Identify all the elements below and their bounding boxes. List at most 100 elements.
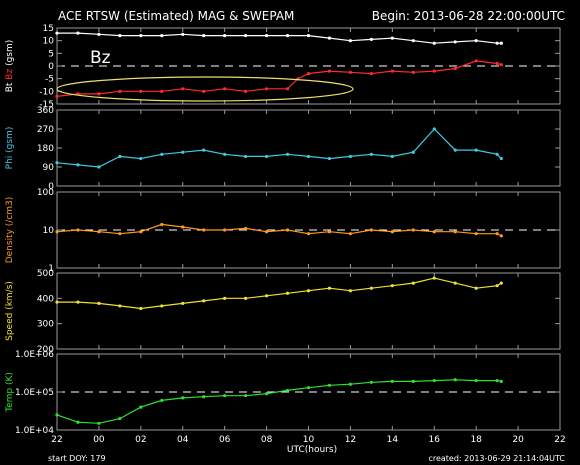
temp-temp-point xyxy=(97,421,101,425)
phi-phi-point xyxy=(55,161,59,165)
speed-speed-point xyxy=(499,281,503,285)
phi-phi-point xyxy=(411,150,415,154)
temp-temp-point xyxy=(160,398,164,403)
density-density-point xyxy=(55,230,59,234)
density-density-point xyxy=(97,230,101,234)
temp-temp-point xyxy=(55,413,59,417)
speed-speed-point xyxy=(306,289,311,293)
temp-temp-point xyxy=(264,392,269,396)
mag-bt-point xyxy=(139,34,143,38)
mag-bt-point xyxy=(97,32,101,36)
speed-ytick-label: 500 xyxy=(37,269,54,279)
x-tick-label: 06 xyxy=(219,435,231,445)
phi-ylabel-part: Phi (gsm) xyxy=(5,127,15,170)
mag-bz-point xyxy=(97,92,101,96)
mag-bt-point xyxy=(264,34,269,38)
phi-phi-point xyxy=(76,163,80,167)
temp-temp-point xyxy=(202,395,206,399)
phi-ylabel: Phi (gsm) xyxy=(5,127,15,170)
density-density-point xyxy=(118,232,122,236)
phi-phi-point xyxy=(327,156,332,161)
mag-bz-point xyxy=(348,70,353,74)
mag-bz-point xyxy=(474,59,478,63)
speed-speed-point xyxy=(495,284,499,288)
temp-temp-point xyxy=(369,380,373,384)
density-density-point xyxy=(390,230,394,234)
x-tick-label: 22 xyxy=(51,435,62,445)
mag-ylabel: Bt Bz (gsm) xyxy=(5,40,15,93)
phi-phi-point xyxy=(139,156,143,161)
density-density-point xyxy=(306,232,311,236)
mag-bt-point xyxy=(76,31,80,35)
mag-bz-point xyxy=(306,72,311,76)
chart-title: ACE RTSW (Estimated) MAG & SWEPAM xyxy=(58,9,294,23)
mag-bz-point xyxy=(244,89,248,93)
density-density-point xyxy=(369,228,373,232)
temp-temp-point xyxy=(285,388,290,393)
mag-bz-point xyxy=(160,89,164,93)
start-doy: start DOY: 179 xyxy=(48,454,106,463)
temp-temp-point xyxy=(348,382,353,386)
temp-temp-point xyxy=(139,405,143,409)
x-tick-label: 18 xyxy=(470,435,482,445)
speed-ytick-label: 200 xyxy=(37,345,54,355)
phi-phi-point xyxy=(160,152,164,156)
mag-bt-point xyxy=(369,37,373,42)
x-tick-label: 02 xyxy=(135,435,146,445)
phi-ytick-label: 90 xyxy=(43,163,55,173)
mag-ylabel-part: Bz xyxy=(5,69,15,83)
mag-bz-point xyxy=(495,61,499,66)
density-ytick-label: 100 xyxy=(37,188,54,198)
mag-bz-point xyxy=(390,69,394,73)
density-density-point xyxy=(432,230,436,234)
x-axis: 22 00 02 04 06 08 10 12 14 16 18 20 22 xyxy=(51,435,565,445)
panel-speed: 200 300 400 500 Speed (km/s) xyxy=(5,269,561,355)
x-tick-label: 14 xyxy=(387,435,399,445)
mag-bz-point xyxy=(369,72,373,76)
mag-bt-point xyxy=(55,31,59,35)
x-axis-label: UTC(hours) xyxy=(287,445,337,455)
bz-highlight-ellipse xyxy=(56,76,354,102)
mag-ytick-label: -5 xyxy=(45,75,54,85)
phi-phi-point xyxy=(348,154,353,159)
temp-temp-point xyxy=(118,416,122,421)
phi-ytick-label: 270 xyxy=(37,125,54,135)
phi-phi-point xyxy=(118,154,122,159)
temp-temp-point xyxy=(432,378,436,383)
mag-bt-point xyxy=(223,34,227,38)
density-density-point xyxy=(264,230,269,234)
bz-annotation: Bz xyxy=(56,48,354,102)
density-density-point xyxy=(495,232,499,236)
x-tick-label: 08 xyxy=(261,435,273,445)
temp-ytick-label: 1.0E+05 xyxy=(15,388,54,398)
mag-bz-point xyxy=(118,89,122,93)
bz-annotation-label: Bz xyxy=(90,48,111,68)
mag-bz-point xyxy=(432,69,436,73)
temp-temp-point xyxy=(306,386,311,390)
temp-temp-point xyxy=(244,394,248,398)
temp-temp-point xyxy=(223,394,227,398)
speed-speed-point xyxy=(285,291,290,295)
density-density-point xyxy=(76,228,80,232)
phi-phi-point xyxy=(306,154,311,159)
mag-ytick-label: -15 xyxy=(39,100,54,110)
density-ylabel-part: Density (/cm3) xyxy=(5,197,15,264)
x-tick-label: 22 xyxy=(554,435,565,445)
x-tick-label: 16 xyxy=(429,435,441,445)
mag-ytick-label: 10 xyxy=(43,37,55,47)
mag-bz-point xyxy=(223,87,227,91)
density-density-point xyxy=(453,230,457,234)
phi-phi-point xyxy=(499,156,503,161)
temp-temp-point xyxy=(390,379,394,384)
mag-bt-point xyxy=(499,41,503,45)
phi-phi-point xyxy=(97,165,101,169)
phi-ytick-label: 0 xyxy=(48,182,54,192)
x-tick-label: 10 xyxy=(303,435,315,445)
phi-phi-point xyxy=(181,150,185,154)
speed-ytick-label: 400 xyxy=(37,294,54,304)
phi-phi-point xyxy=(285,152,290,156)
density-density-point xyxy=(411,228,415,232)
phi-phi-point xyxy=(474,148,478,152)
